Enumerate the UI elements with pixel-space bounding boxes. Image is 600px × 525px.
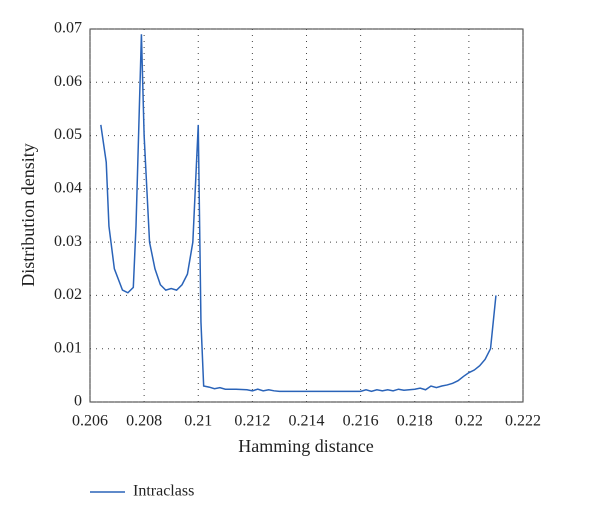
y-tick-label: 0.06: [54, 73, 82, 90]
x-tick-label: 0.21: [184, 413, 212, 430]
x-tick-label: 0.214: [289, 413, 325, 430]
x-tick-label: 0.222: [505, 413, 541, 430]
y-tick-label: 0.01: [54, 339, 82, 356]
x-tick-label: 0.22: [455, 413, 483, 430]
data-line: [100, 34, 497, 393]
y-tick-label: 0.05: [54, 126, 82, 143]
y-tick-label: 0.04: [54, 180, 82, 197]
x-axis-label: Hamming distance: [238, 436, 373, 456]
y-axis-label: Distribution density: [18, 143, 38, 287]
x-tick-label: 0.212: [234, 413, 270, 430]
y-tick-label: 0.07: [54, 20, 82, 37]
y-tick-label: 0.02: [54, 286, 82, 303]
x-tick-label: 0.216: [343, 413, 379, 430]
x-tick-label: 0.208: [126, 413, 162, 430]
x-tick-label: 0.218: [397, 413, 433, 430]
legend-label: Intraclass: [133, 483, 194, 500]
y-tick-label: 0: [74, 393, 82, 410]
y-tick-label: 0.03: [54, 233, 82, 250]
x-tick-label: 0.206: [72, 413, 108, 430]
